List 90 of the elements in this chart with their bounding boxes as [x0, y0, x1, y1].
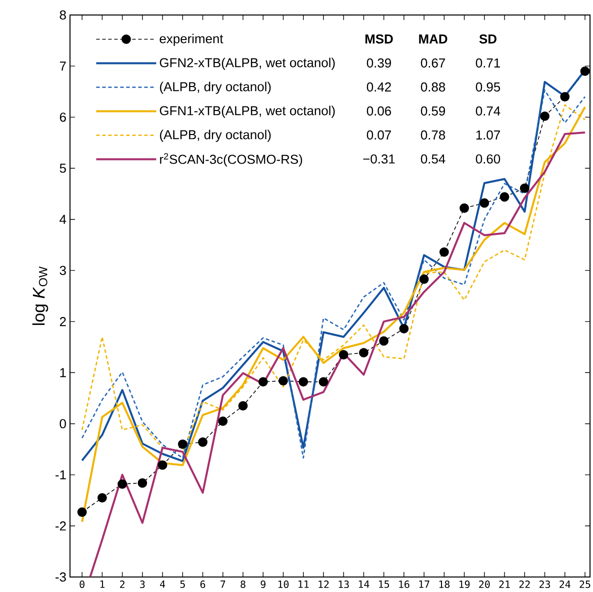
y-tick-label: 1	[60, 368, 66, 378]
x-tick-label: 23	[539, 580, 550, 588]
x-tick-label: 20	[479, 580, 490, 588]
point	[419, 274, 429, 284]
x-tick-label: 24	[560, 580, 570, 588]
annotation: 0.60	[476, 154, 500, 164]
y-tick-label: 5	[60, 164, 66, 173]
point	[338, 350, 348, 360]
x-tick-label: 10	[278, 580, 289, 588]
point	[218, 416, 228, 426]
x-tick-label: 11	[298, 580, 309, 588]
point	[158, 460, 168, 470]
point	[560, 92, 570, 102]
annotation: 0.74	[476, 106, 500, 116]
y-tick-label: -1	[56, 470, 66, 480]
point	[318, 377, 328, 387]
point	[439, 247, 449, 257]
point	[520, 183, 530, 193]
annotation: −0.31	[363, 154, 395, 164]
point	[580, 66, 590, 76]
x-tick-label: 7	[220, 580, 226, 588]
annotation: MAD	[419, 34, 448, 44]
annotation: 0.95	[476, 82, 500, 92]
legend-label: GFN1-xTB(ALPB, wet octanol)	[160, 106, 335, 118]
x-tick-label: 22	[519, 580, 530, 588]
annotation: 0.67	[420, 58, 445, 68]
annotation: 0.07	[366, 130, 391, 140]
legend-label: (ALPB, dry octanol)	[160, 130, 271, 142]
y-tick-label: 7	[60, 62, 66, 71]
point	[138, 478, 148, 488]
x-tick-label: 12	[318, 580, 329, 588]
x-tick-label: 16	[399, 580, 410, 588]
x-tick-label: 8	[240, 580, 246, 588]
x-tick-label: 2	[120, 580, 124, 588]
x-tick-label: 18	[439, 580, 450, 588]
legend-label: r$^{2}$SCAN-3c(COSMO-RS)	[160, 153, 302, 166]
annotation: 0.39	[366, 58, 391, 68]
x-tick-label: 3	[140, 580, 145, 588]
point	[77, 507, 87, 517]
x-tick-label: 15	[379, 580, 390, 588]
x-tick-label: 25	[580, 580, 590, 588]
y-tick-label: 6	[60, 112, 66, 122]
x-tick-label: 17	[419, 580, 430, 588]
annotation: SD	[479, 34, 496, 44]
y-tick-label: 0	[60, 419, 66, 428]
point	[460, 203, 469, 213]
y-tick-label: -3	[56, 572, 66, 582]
legend-label: (ALPB, dry octanol)	[160, 82, 271, 94]
point	[278, 376, 288, 386]
x-tick-label: 6	[200, 580, 206, 588]
point	[198, 437, 208, 447]
x-tick-label: 1	[100, 580, 105, 588]
point	[359, 348, 368, 358]
annotation: 0.06	[366, 106, 392, 116]
x-tick-label: 14	[358, 580, 370, 588]
point	[178, 439, 188, 449]
annotation: 0.78	[420, 130, 446, 140]
point	[238, 401, 248, 411]
annotation: 0.88	[420, 82, 446, 92]
y-tick-label: 8	[60, 10, 66, 20]
x-tick-label: 0	[80, 580, 84, 588]
point	[379, 336, 389, 346]
point	[298, 377, 308, 387]
point	[118, 479, 128, 489]
y-tick-label: 3	[60, 266, 66, 276]
x-tick-label: 19	[459, 580, 470, 588]
point	[480, 198, 490, 208]
point	[258, 377, 268, 387]
point	[500, 192, 510, 202]
y-tick-label: 4	[60, 214, 66, 224]
annotation: 0.42	[366, 82, 391, 92]
x-tick-label: 5	[180, 580, 185, 588]
y-tick-label: -2	[56, 521, 66, 530]
annotation: 0.54	[420, 154, 446, 164]
x-tick-label: 21	[499, 580, 510, 588]
annotation: 0.59	[420, 106, 446, 116]
point	[399, 324, 409, 334]
y-tick-label: 2	[60, 317, 66, 326]
point	[540, 111, 550, 121]
point	[97, 493, 107, 503]
annotation: MSD	[365, 34, 393, 44]
x-tick-label: 9	[260, 580, 266, 588]
y-axis-title: log K$_{OW}$	[32, 266, 48, 325]
legend-label: GFN2-xTB(ALPB, wet octanol)	[160, 58, 335, 70]
x-tick-label: 4	[160, 580, 166, 588]
x-tick-label: 13	[338, 580, 349, 588]
annotation: 0.71	[476, 58, 500, 68]
line-series	[89, 132, 586, 577]
annotation: 1.07	[476, 130, 500, 140]
legend-label: experiment	[160, 34, 224, 46]
